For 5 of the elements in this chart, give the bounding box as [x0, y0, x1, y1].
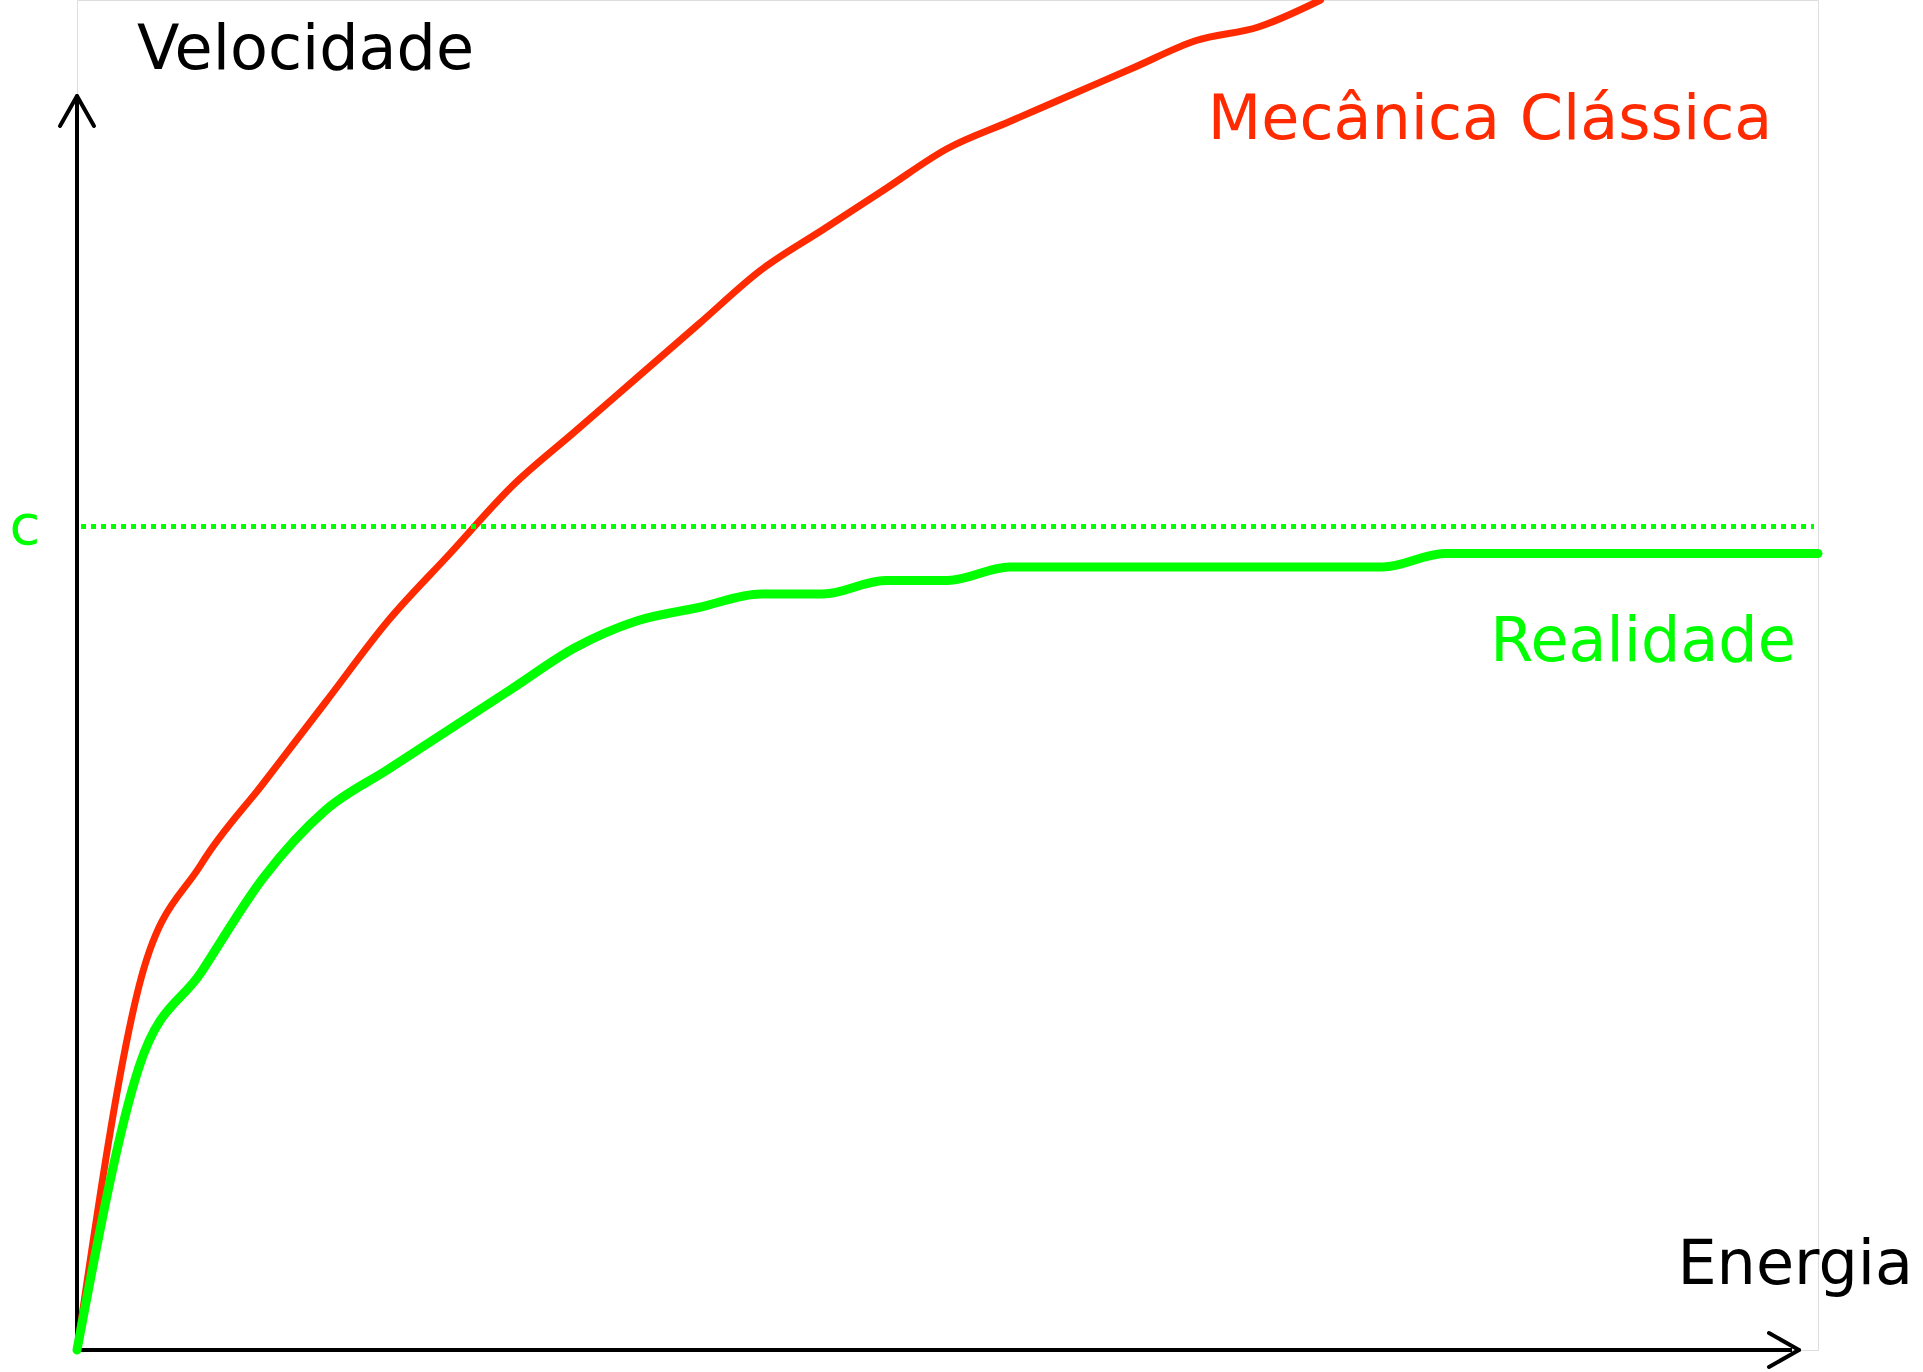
series-label: Realidade: [1490, 603, 1796, 676]
x-axis-title: Energia: [1677, 1226, 1913, 1299]
y-axis-title: Velocidade: [137, 11, 475, 84]
ref-line-label: c: [9, 491, 41, 557]
series-label: Mecânica Clássica: [1207, 81, 1773, 154]
